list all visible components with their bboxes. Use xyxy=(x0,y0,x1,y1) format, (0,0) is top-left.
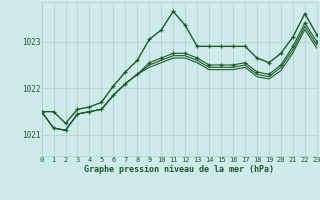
X-axis label: Graphe pression niveau de la mer (hPa): Graphe pression niveau de la mer (hPa) xyxy=(84,165,274,174)
